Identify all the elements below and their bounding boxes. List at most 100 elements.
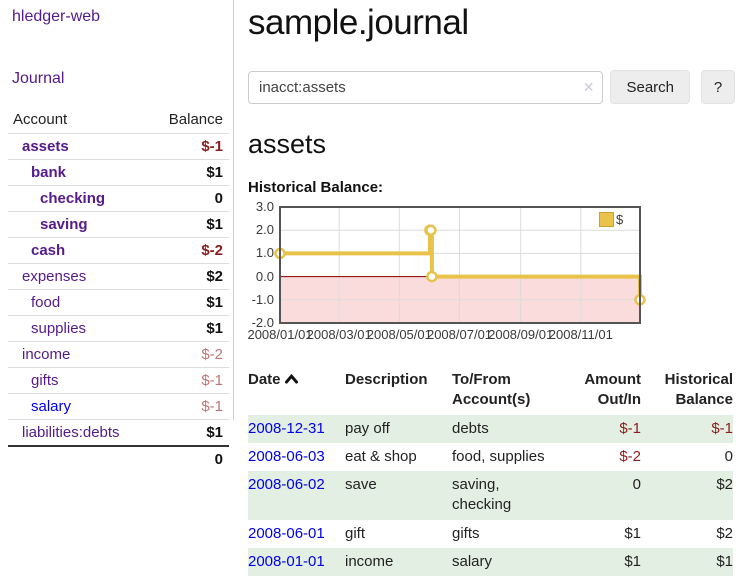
x-axis-tick-label: 2008/11/01 xyxy=(548,327,613,342)
account-balance: 0 xyxy=(148,185,229,212)
account-balance: $-1 xyxy=(148,393,229,420)
account-link[interactable]: salary xyxy=(31,398,72,415)
balance-column-header: Balance xyxy=(168,111,223,128)
search-input[interactable] xyxy=(248,70,604,104)
account-balance: $1 xyxy=(148,289,229,316)
account-balance: $-2 xyxy=(148,341,229,368)
account-row: gifts $-1 xyxy=(8,367,229,394)
y-axis-tick-label: -2.0 xyxy=(251,315,274,330)
register-row: 2008-12-31 pay off debts $-1 $-1 xyxy=(248,414,733,443)
register-row: 2008-06-01 gift gifts $1 $2 xyxy=(248,520,733,548)
transaction-historical-balance: $2 xyxy=(641,471,733,520)
chart-legend: $ xyxy=(599,212,623,227)
account-row: cash $-2 xyxy=(8,237,229,264)
register-row: 2008-06-02 save saving, checking 0 $2 xyxy=(248,471,733,520)
account-link[interactable]: saving xyxy=(40,216,88,233)
x-axis-tick-label: 2008/01/01 xyxy=(247,327,313,342)
search-button[interactable]: Search xyxy=(610,70,690,104)
search-box: ✕ xyxy=(248,70,604,104)
account-row: salary $-1 xyxy=(8,393,229,420)
sidebar: hledger-web Journal Account Balance asse… xyxy=(0,0,233,472)
account-link[interactable]: assets xyxy=(22,138,69,155)
y-axis-tick-label: -1.0 xyxy=(251,291,274,307)
register-header-row: Date Description To/From Account(s) Amou… xyxy=(248,368,733,415)
y-axis-tick-label: 0.0 xyxy=(255,268,274,284)
search-form: ✕ Search ? xyxy=(248,70,735,104)
register-table: Date Description To/From Account(s) Amou… xyxy=(248,368,733,576)
transaction-historical-balance: $-1 xyxy=(641,414,733,443)
tofrom-column-header: To/From Account(s) xyxy=(452,371,531,409)
transaction-date-link[interactable]: 2008-06-01 xyxy=(248,524,325,542)
account-row: saving $1 xyxy=(8,211,229,238)
account-row: assets $-1 xyxy=(8,133,229,160)
account-heading: assets xyxy=(248,129,327,159)
app-title-link[interactable]: hledger-web xyxy=(12,8,101,25)
account-link[interactable]: food xyxy=(31,294,61,311)
account-link[interactable]: checking xyxy=(40,190,106,207)
transaction-accounts: saving, checking xyxy=(452,471,560,520)
register-row: 2008-06-03 eat & shop food, supplies $-2 0 xyxy=(248,443,733,471)
accounts-table-header: Account Balance xyxy=(8,108,229,134)
transaction-accounts: debts xyxy=(452,414,560,443)
account-balance: $-1 xyxy=(148,367,229,394)
account-balance: $-1 xyxy=(148,133,229,160)
amount-column-header: Amount Out/In xyxy=(584,371,641,409)
account-link[interactable]: liabilities:debts xyxy=(22,424,120,441)
series-swatch-icon xyxy=(599,212,614,227)
transaction-description: income xyxy=(345,547,452,576)
transaction-amount: 0 xyxy=(560,471,641,520)
transaction-date-link[interactable]: 2008-06-03 xyxy=(248,447,325,465)
transaction-historical-balance: 0 xyxy=(724,447,733,465)
y-axis-tick-label: 2.0 xyxy=(255,222,274,238)
chart-plot-area xyxy=(274,206,646,324)
sort-ascending-icon xyxy=(284,373,298,384)
transaction-date-link[interactable]: 2008-12-31 xyxy=(248,419,325,437)
account-link[interactable]: gifts xyxy=(31,372,59,389)
transaction-amount: $-2 xyxy=(619,447,641,465)
x-axis-tick-label: 2008/03/01 xyxy=(306,327,372,342)
transaction-date-link[interactable]: 2008-01-01 xyxy=(248,552,325,570)
accounts-table: Account Balance assets $-1 bank $1 checking 0… xyxy=(8,108,229,472)
description-column-header: Description xyxy=(345,371,428,388)
account-link[interactable]: income xyxy=(22,346,71,363)
transaction-description: gift xyxy=(345,524,366,542)
transaction-description: pay off xyxy=(345,414,452,443)
transaction-amount: $1 xyxy=(560,547,641,576)
account-column-header: Account xyxy=(13,111,68,128)
transaction-accounts: gifts xyxy=(452,524,480,542)
x-axis-tick-label: 2008/09/01 xyxy=(488,327,554,342)
clear-search-icon[interactable]: ✕ xyxy=(582,78,595,95)
transaction-date-link[interactable]: 2008-06-02 xyxy=(248,476,325,493)
sidebar-item-journal[interactable]: Journal xyxy=(12,70,65,87)
transaction-historical-balance: $2 xyxy=(716,524,733,542)
chart-title: Historical Balance: xyxy=(248,179,384,196)
account-row: income $-2 xyxy=(8,341,229,368)
historical-balance-chart: $ 3.0 2.0 1.0 0.0 -1.0 -2.0 2008/01/01 2008/03/… xyxy=(247,200,648,351)
account-link[interactable]: expenses xyxy=(22,268,87,285)
transaction-accounts: food, supplies xyxy=(452,447,545,465)
account-link[interactable]: cash xyxy=(31,242,66,259)
account-row: supplies $1 xyxy=(8,315,229,342)
transaction-historical-balance: $1 xyxy=(641,547,733,576)
date-column-header[interactable]: Date xyxy=(248,368,345,415)
transaction-amount: $1 xyxy=(624,524,641,542)
x-axis-tick-label: 2008/07/01 xyxy=(426,327,493,342)
help-button[interactable]: ? xyxy=(701,70,735,104)
account-link[interactable]: bank xyxy=(31,164,67,181)
account-balance: $1 xyxy=(148,159,229,186)
page-title: sample.journal xyxy=(248,3,469,42)
account-link[interactable]: supplies xyxy=(31,320,87,337)
account-balance: $1 xyxy=(148,315,229,342)
legend-label: $ xyxy=(616,212,624,227)
transaction-description: save xyxy=(345,471,452,520)
accounts-total-balance: 0 xyxy=(148,445,229,472)
account-balance: $-2 xyxy=(148,237,229,264)
account-row: liabilities:debts $1 xyxy=(8,419,229,446)
account-balance: $1 xyxy=(148,211,229,238)
account-row: bank $1 xyxy=(8,159,229,186)
x-axis-tick-label: 2008/05/01 xyxy=(366,327,432,342)
account-balance: $1 xyxy=(148,419,229,446)
transaction-description: eat & shop xyxy=(345,447,417,465)
account-row: checking 0 xyxy=(8,185,229,212)
